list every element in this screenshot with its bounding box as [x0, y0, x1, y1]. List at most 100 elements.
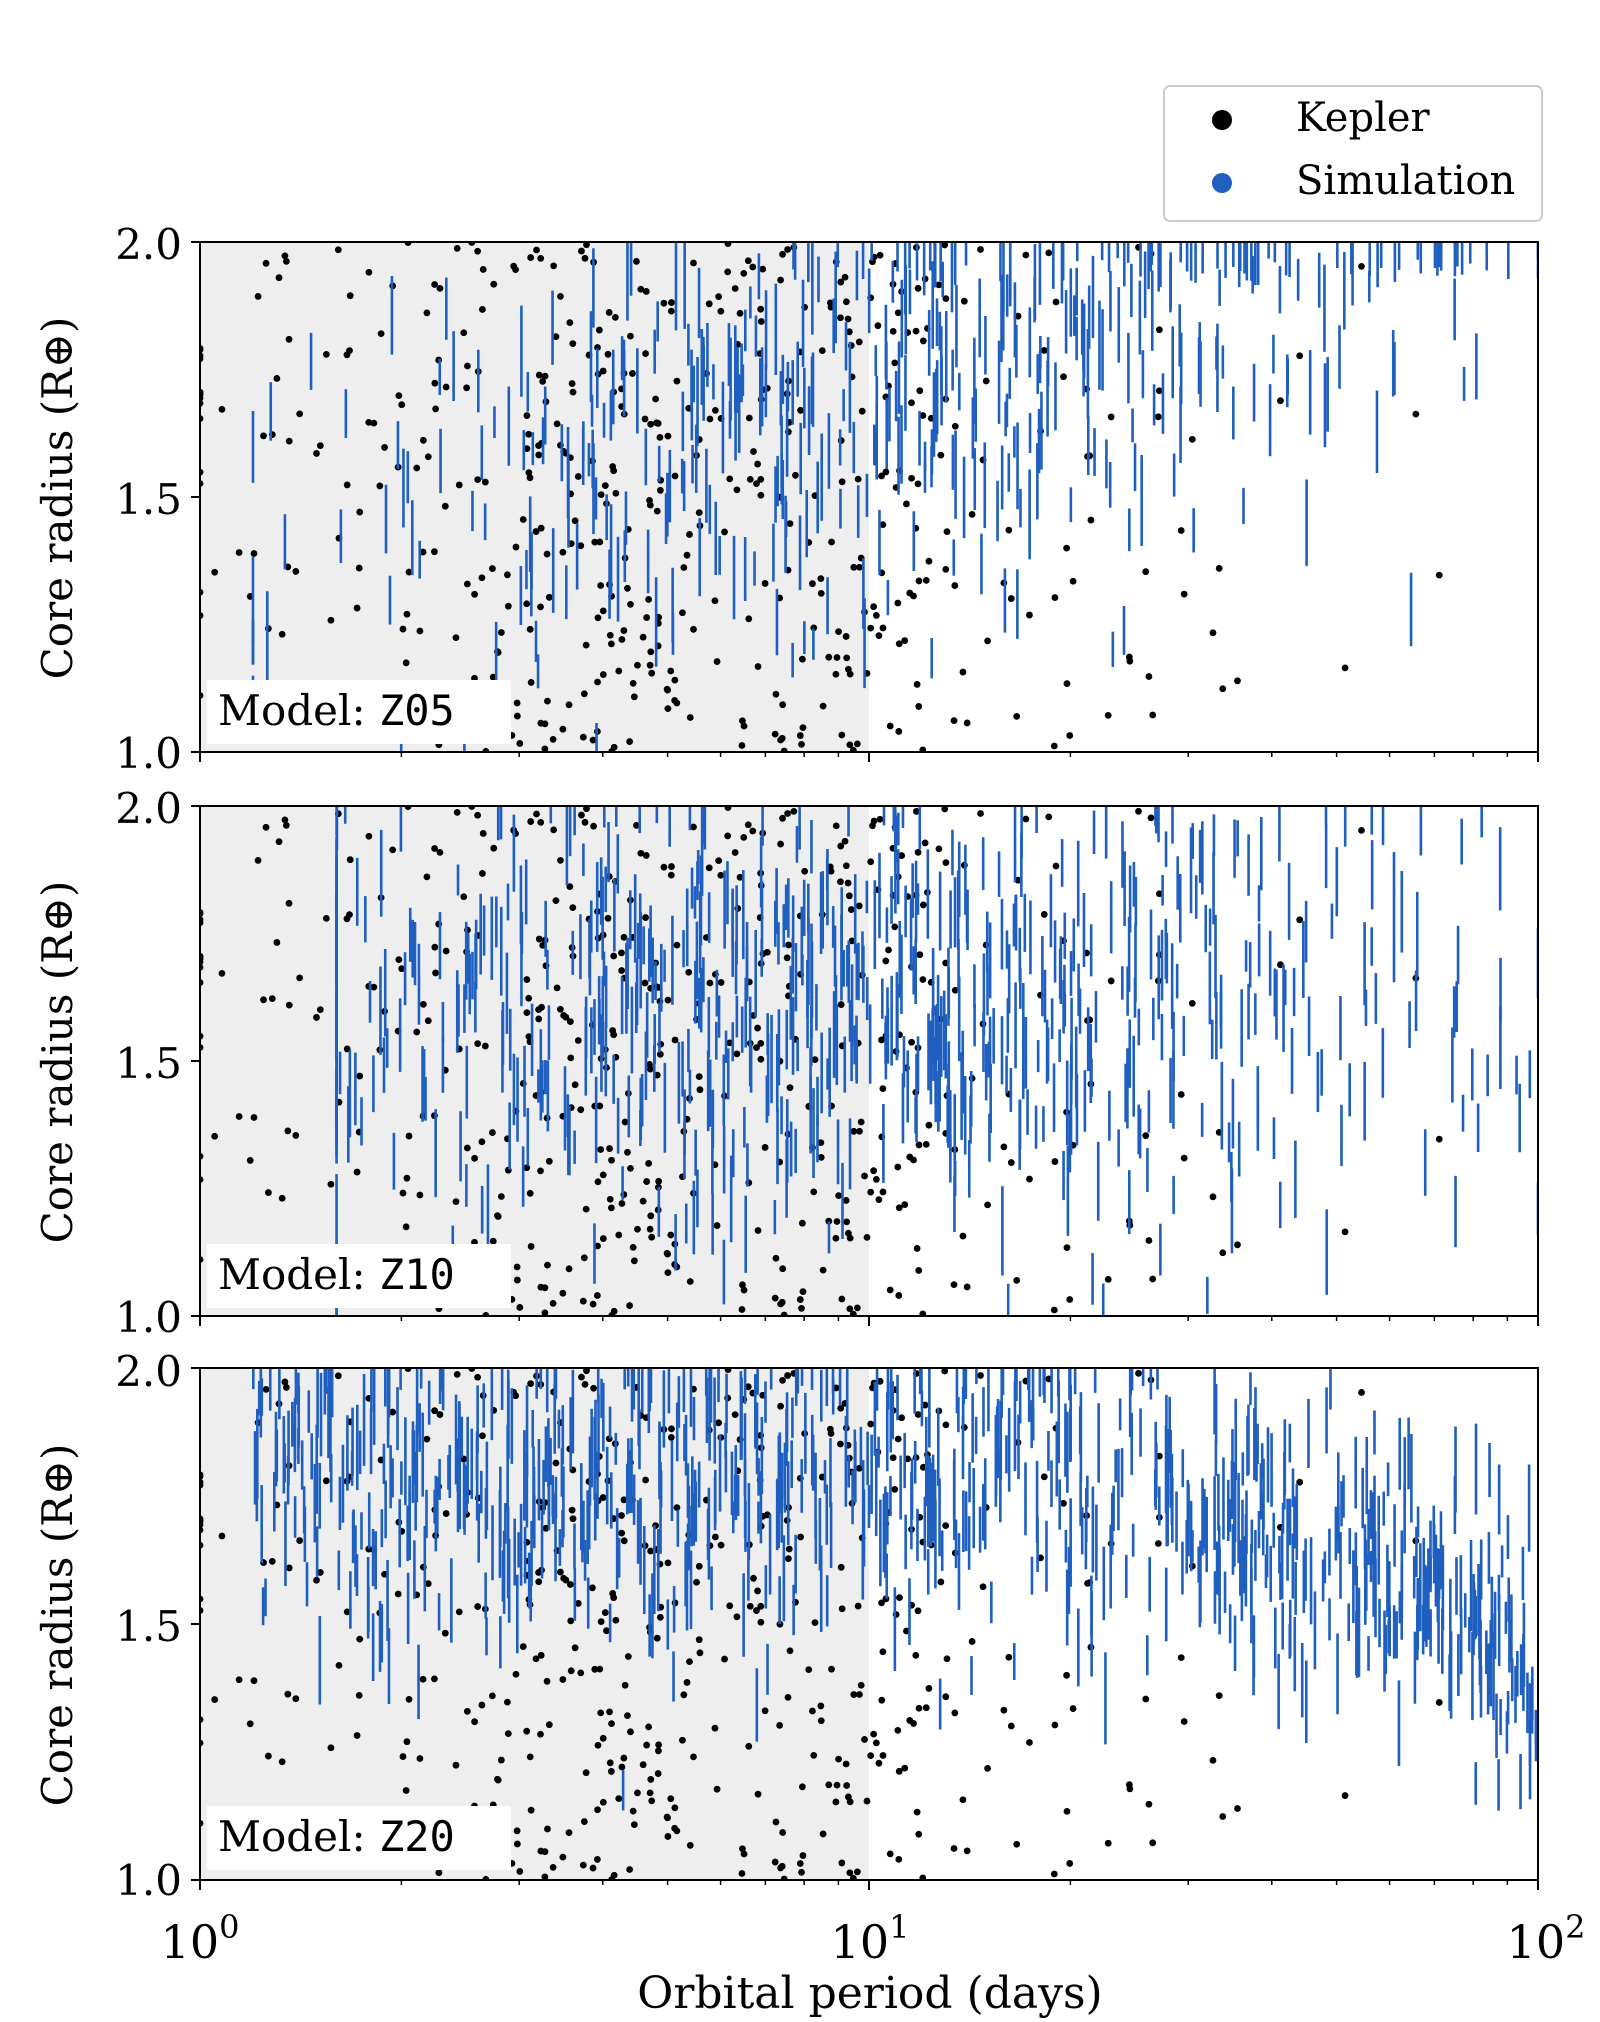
kepler-point — [567, 1054, 575, 1062]
kepler-point — [365, 418, 373, 426]
panel-z10-ylabel: Core radius (R⊕) — [33, 881, 82, 1244]
kepler-point — [292, 1132, 300, 1139]
kepler-point — [285, 437, 293, 445]
kepler-point — [553, 420, 561, 428]
kepler-point — [785, 941, 792, 949]
kepler-point — [667, 667, 675, 675]
kepler-point — [313, 450, 320, 457]
kepler-point — [968, 1638, 976, 1645]
kepler-point — [854, 1602, 862, 1610]
kepler-point — [218, 1532, 226, 1540]
kepler-point — [1142, 1695, 1150, 1703]
kepler-point — [471, 1718, 478, 1726]
kepler-point — [673, 1504, 681, 1512]
kepler-point — [654, 1747, 662, 1755]
kepler-point — [211, 1132, 219, 1140]
kepler-point — [394, 1590, 402, 1598]
kepler-point — [285, 899, 293, 907]
kepler-point — [1013, 712, 1021, 720]
kepler-point — [863, 1233, 871, 1241]
kepler-point — [583, 806, 590, 813]
model-label: Model: Z20 — [218, 1812, 455, 1861]
kepler-point — [537, 254, 545, 262]
kepler-point — [1069, 577, 1077, 585]
kepler-point — [647, 1776, 655, 1783]
kepler-point — [545, 1157, 553, 1165]
kepler-point — [591, 1665, 599, 1673]
kepler-point — [282, 257, 290, 265]
kepler-point — [777, 840, 784, 848]
kepler-point — [494, 1212, 501, 1220]
kepler-point — [757, 1055, 765, 1063]
kepler-point — [559, 1853, 567, 1861]
kepler-point — [942, 1693, 950, 1701]
kepler-point — [785, 1545, 793, 1553]
kepler-point — [951, 986, 959, 994]
kepler-point — [849, 1310, 857, 1316]
kepler-point — [845, 328, 853, 336]
kepler-point — [629, 1243, 637, 1251]
legend-marker-simulation — [1212, 173, 1232, 193]
kepler-point — [664, 432, 672, 440]
kepler-point — [1180, 1154, 1188, 1162]
kepler-point — [837, 1563, 845, 1571]
kepler-point — [771, 1294, 779, 1302]
kepler-point — [809, 580, 816, 588]
kepler-point — [399, 625, 407, 633]
kepler-point — [482, 1875, 490, 1880]
kepler-point — [693, 1578, 700, 1586]
kepler-point — [580, 1254, 588, 1262]
kepler-point — [356, 1072, 364, 1080]
kepler-point — [663, 1249, 671, 1257]
kepler-point — [660, 299, 668, 307]
kepler-point — [825, 653, 833, 661]
kepler-point — [416, 1755, 424, 1762]
kepler-point — [559, 1289, 567, 1297]
kepler-point — [857, 1118, 865, 1126]
kepler-point — [275, 274, 283, 282]
kepler-point — [346, 856, 354, 864]
kepler-point — [937, 1578, 945, 1586]
kepler-point — [618, 967, 626, 974]
kepler-point — [1145, 1800, 1153, 1808]
kepler-point — [1050, 742, 1058, 750]
kepler-point — [842, 298, 850, 306]
kepler-point — [479, 266, 487, 273]
kepler-point — [403, 1174, 411, 1182]
kepler-point — [853, 1868, 861, 1876]
kepler-point — [843, 654, 851, 662]
kepler-point — [1435, 1699, 1443, 1706]
kepler-point — [327, 1744, 335, 1752]
kepler-point — [1052, 862, 1060, 870]
kepler-point — [721, 528, 728, 536]
ytick-label-1.0: 1.0 — [115, 729, 182, 778]
kepler-point — [549, 1300, 557, 1307]
kepler-point — [656, 486, 664, 494]
kepler-point — [680, 1691, 688, 1699]
kepler-point — [656, 1050, 664, 1058]
kepler-point — [455, 481, 463, 489]
kepler-point — [912, 1651, 920, 1659]
kepler-point — [915, 703, 923, 710]
kepler-point — [1013, 1276, 1021, 1284]
kepler-point — [1180, 590, 1188, 598]
kepler-point — [951, 582, 959, 589]
kepler-point — [726, 1039, 734, 1047]
kepler-point — [544, 1261, 551, 1269]
kepler-point — [550, 826, 558, 834]
kepler-point — [726, 475, 734, 483]
kepler-point — [353, 604, 361, 612]
kepler-point — [639, 1197, 647, 1205]
kepler-point — [398, 401, 406, 409]
kepler-point — [754, 1790, 762, 1798]
kepler-point — [891, 923, 899, 931]
shaded-region — [200, 242, 869, 752]
kepler-point — [744, 821, 752, 829]
kepler-point — [624, 584, 631, 592]
kepler-point — [706, 979, 714, 987]
kepler-point — [532, 1655, 540, 1663]
kepler-point — [246, 1157, 254, 1164]
kepler-point — [895, 1855, 903, 1863]
kepler-point — [641, 979, 649, 987]
kepler-point — [618, 1763, 626, 1771]
